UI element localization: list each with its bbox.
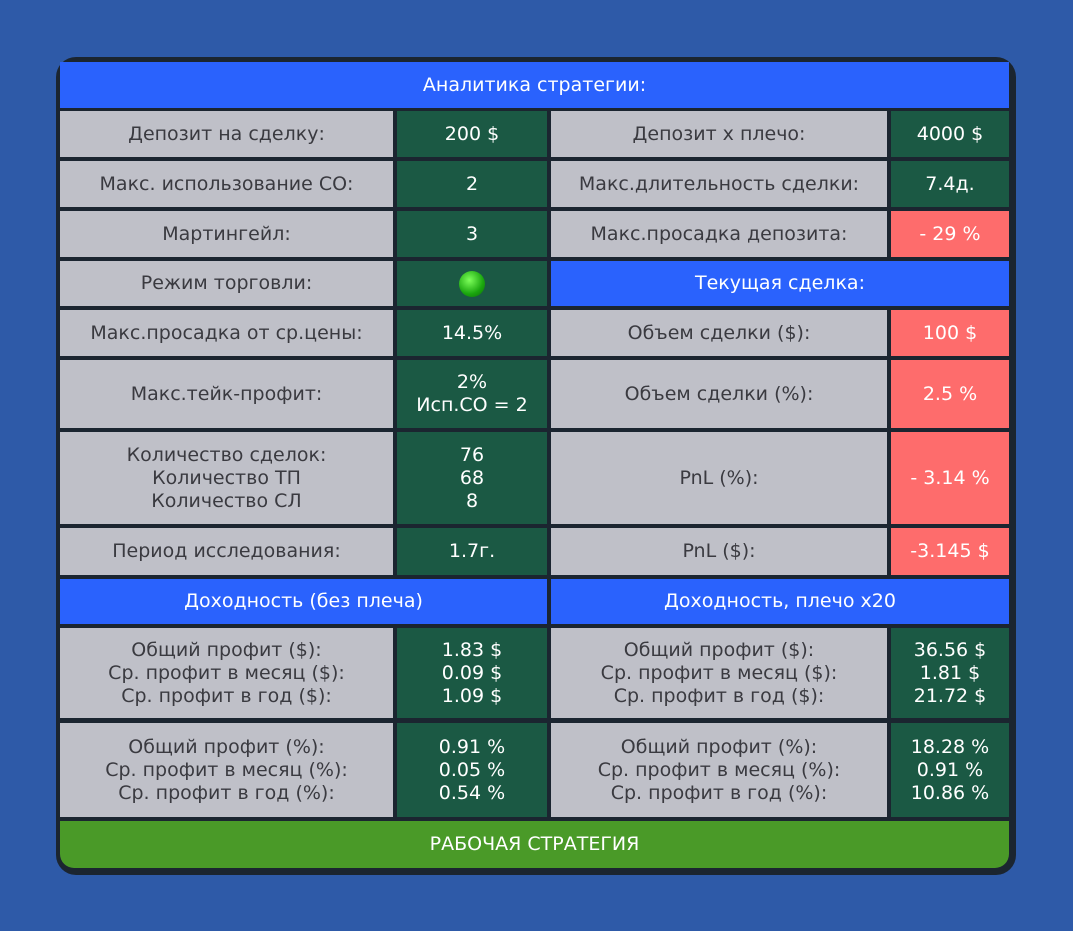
cell-line: Количество сделок: xyxy=(126,443,327,466)
cell-line: 36.56 $ xyxy=(913,638,987,661)
value-cell: 0.91 % 0.05 % 0.54 % xyxy=(397,723,547,817)
label-cell: Режим торговли: xyxy=(60,261,393,306)
value-cell: 76 68 8 xyxy=(397,432,547,524)
cell-line: Ср. профит в месяц (%): xyxy=(597,758,841,781)
label-cell: Мартингейл: xyxy=(60,211,393,257)
value-cell: 7.4д. xyxy=(891,161,1009,207)
value-cell: - 3.14 % xyxy=(891,432,1009,524)
cell-line: Ср. профит в год (%): xyxy=(610,781,828,804)
value-cell: 4000 $ xyxy=(891,111,1009,157)
label-cell: Общий профит ($): Ср. профит в месяц ($):… xyxy=(60,628,393,718)
label-cell: Депозит на сделку: xyxy=(60,111,393,157)
value-cell: 200 $ xyxy=(397,111,547,157)
cell-line: Общий профит ($): xyxy=(623,638,815,661)
cell-line: 0.05 % xyxy=(438,758,506,781)
label-cell: Объем сделки (%): xyxy=(551,360,887,428)
label-cell: Общий профит (%): Ср. профит в месяц (%):… xyxy=(60,723,393,817)
cell-line: 76 xyxy=(459,443,485,466)
value-cell: 3 xyxy=(397,211,547,257)
cell-line: 2% xyxy=(456,371,488,393)
cell-line: Исп.СО = 2 xyxy=(416,394,528,416)
label-cell: Период исследования: xyxy=(60,528,393,575)
cell-line: Ср. профит в месяц ($): xyxy=(600,661,838,684)
cell-line: Ср. профит в месяц ($): xyxy=(108,661,345,684)
label-cell: PnL (%): xyxy=(551,432,887,524)
label-cell: Общий профит ($): Ср. профит в месяц ($):… xyxy=(551,628,887,718)
label-cell: Депозит х плечо: xyxy=(551,111,887,157)
cell-line: 0.54 % xyxy=(438,781,506,804)
cell-line: 8 xyxy=(465,489,479,512)
cell-line: 21.72 $ xyxy=(913,684,987,707)
label-cell: Общий профит (%): Ср. профит в месяц (%):… xyxy=(551,723,887,817)
label-cell: Макс.длительность сделки: xyxy=(551,161,887,207)
cell-line: Общий профит ($): xyxy=(131,638,322,661)
label-cell: Количество сделок: Количество ТП Количеств… xyxy=(60,432,393,524)
status-indicator xyxy=(459,270,485,297)
label-cell: Макс. использование СО: xyxy=(60,161,393,207)
cell-line: Ср. профит в год (%): xyxy=(118,781,335,804)
section-header: Доходность (без плеча) xyxy=(60,579,547,624)
cell-line: 1.83 $ xyxy=(441,638,503,661)
value-cell: 1.83 $0.09 $1.09 $ xyxy=(397,628,547,718)
cell-line: 68 xyxy=(459,466,485,489)
cell-line: Количество ТП xyxy=(152,466,301,489)
value-cell: 2.5 % xyxy=(891,360,1009,428)
value-cell: 36.56 $1.81 $21.72 $ xyxy=(891,628,1009,718)
title: Аналитика стратегии: xyxy=(60,62,1009,108)
label-cell: Макс.просадка депозита: xyxy=(551,211,887,257)
label-cell: Макс.просадка от ср.цены: xyxy=(60,310,393,356)
cell-line: 0.91 % xyxy=(916,758,984,781)
cell-line: Общий профит (%): xyxy=(128,735,325,758)
value-cell: 2 xyxy=(397,161,547,207)
cell-line: 0.91 % xyxy=(438,735,506,758)
cell-line: Ср. профит в год ($): xyxy=(121,684,332,707)
label-cell: PnL ($): xyxy=(551,528,887,575)
value-cell: - 29 % xyxy=(891,211,1009,257)
value-cell: 18.28 % 0.91 % 10.86 % xyxy=(891,723,1009,817)
cell-line: 1.09 $ xyxy=(441,684,503,707)
cell-line: 1.81 $ xyxy=(919,661,981,684)
label-cell: Макс.тейк-профит: xyxy=(60,360,393,428)
value-cell: 100 $ xyxy=(891,310,1009,356)
value-cell: 1.7г. xyxy=(397,528,547,575)
section-header: Текущая сделка: xyxy=(551,261,1009,306)
cell-line: 10.86 % xyxy=(910,781,990,804)
cell-line: 0.09 $ xyxy=(441,661,503,684)
status-cell xyxy=(397,261,547,306)
cell-line: Количество СЛ xyxy=(151,489,302,512)
value-cell: 14.5% xyxy=(397,310,547,356)
cell-line: Ср. профит в год ($): xyxy=(613,684,825,707)
value-cell: 2% Исп.СО = 2 xyxy=(397,360,547,428)
cell-line: Общий профит (%): xyxy=(620,735,818,758)
section-header: Доходность, плечо x20 xyxy=(551,579,1009,624)
cell-line: Ср. профит в месяц (%): xyxy=(105,758,348,781)
value-cell: -3.145 $ xyxy=(891,528,1009,575)
footer: РАБОЧАЯ СТРАТЕГИЯ xyxy=(60,821,1009,868)
label-cell: Объем сделки ($): xyxy=(551,310,887,356)
cell-line: 18.28 % xyxy=(910,735,990,758)
